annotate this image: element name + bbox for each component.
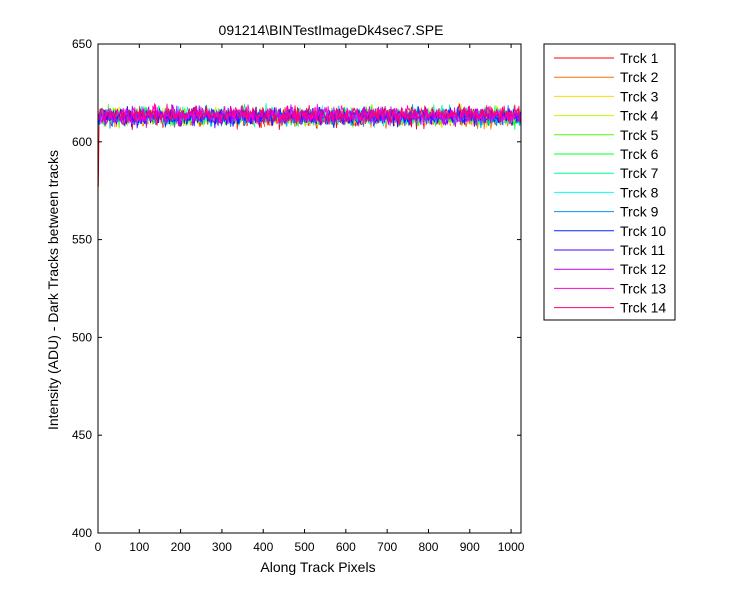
legend-box [543, 43, 676, 321]
x-tick-label: 500 [295, 540, 315, 554]
legend-label: Trck 7 [620, 165, 659, 181]
y-tick-label: 500 [72, 330, 92, 344]
series-layer [98, 103, 521, 187]
legend-label: Trck 2 [620, 69, 659, 85]
x-tick-label: 300 [212, 540, 232, 554]
legend-label: Trck 11 [620, 242, 665, 258]
legend-label: Trck 4 [620, 108, 659, 124]
x-tick-label: 600 [336, 540, 356, 554]
legend-label: Trck 14 [620, 300, 666, 316]
legend-label: Trck 8 [620, 184, 659, 200]
chart-title: 091214\BINTestImageDk4sec7.SPE [219, 22, 444, 38]
x-tick-label: 700 [377, 540, 397, 554]
x-tick-label: 400 [253, 540, 273, 554]
y-tick-label: 400 [72, 526, 92, 540]
x-tick-label: 1000 [498, 540, 525, 554]
y-tick-label: 650 [72, 37, 92, 51]
y-tick-label: 550 [72, 233, 92, 247]
y-axis: 400 450 500 550 600 650 [72, 37, 521, 540]
x-tick-label: 100 [129, 540, 149, 554]
legend-items: Trck 1 Trck 2 Trck 3 Trck 4 Trck 5 Trck 6 Trck… [554, 50, 666, 316]
legend-label: Trck 13 [620, 280, 666, 296]
legend-label: Trck 6 [620, 146, 659, 162]
x-axis-label: Along Track Pixels [260, 559, 375, 575]
y-tick-label: 600 [72, 135, 92, 149]
x-tick-label: 800 [418, 540, 438, 554]
legend-label: Trck 5 [620, 127, 659, 143]
y-tick-label: 450 [72, 428, 92, 442]
legend-label: Trck 10 [620, 223, 666, 239]
x-tick-label: 0 [95, 540, 102, 554]
x-tick-label: 900 [460, 540, 480, 554]
legend-label: Trck 3 [620, 88, 659, 104]
series-line-14 [98, 103, 521, 126]
x-tick-label: 200 [171, 540, 191, 554]
legend-label: Trck 1 [620, 50, 659, 66]
legend-label: Trck 12 [620, 261, 666, 277]
legend-label: Trck 9 [620, 204, 659, 220]
legend: Trck 1 Trck 2 Trck 3 Trck 4 Trck 5 Trck 6 Trck… [543, 43, 676, 321]
x-axis: 0 100 200 300 400 500 600 700 800 900 1000 [95, 44, 525, 554]
plot-frame [97, 43, 522, 534]
y-axis-label: Intensity (ADU) - Dark Tracks between tr… [45, 150, 61, 430]
